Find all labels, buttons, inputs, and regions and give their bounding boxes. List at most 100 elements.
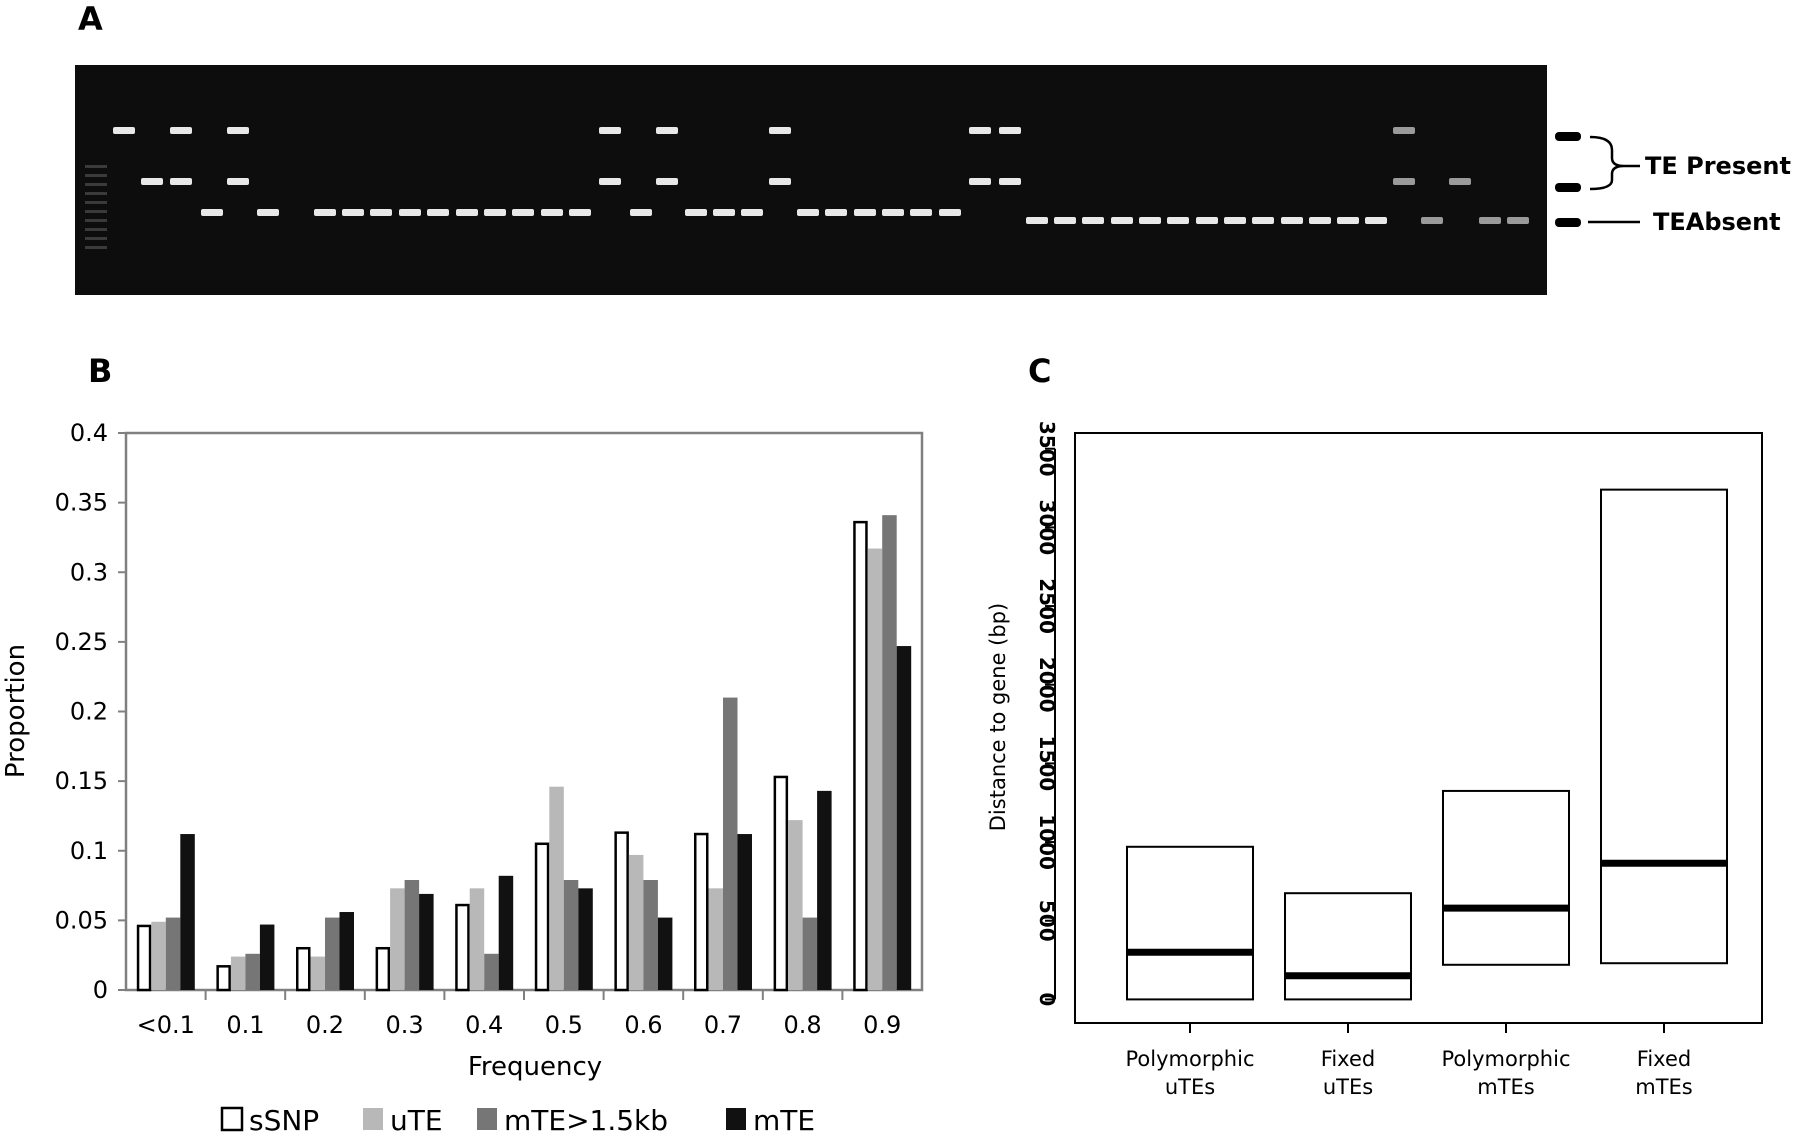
bar-ute-2 [310,956,325,990]
ladder-band [85,246,107,249]
bar-ssnp-7 [694,832,709,992]
y-tick-label-c: 0 [1035,992,1059,1006]
x-tick-label: <0.1 [137,1011,195,1039]
gel-band [1309,217,1331,224]
gel-band [1393,178,1415,185]
x-tick-label: 0.9 [863,1011,901,1039]
bar-mte-3 [419,893,434,990]
x-axis-c: Polymorphic uTEs Fixed uTEs Polymorphic mTEs F… [1126,1022,1693,1099]
gel-band [1224,217,1246,224]
legend-label: uTE [390,1104,443,1134]
bar-ute-3 [390,888,405,990]
bar-ute-7 [708,888,723,990]
y-tick-label-c: 1000 [1035,814,1059,870]
bar-ssnp-1 [216,965,231,992]
bar-mte-6 [657,917,673,990]
x-tick-label: 0.3 [386,1011,424,1039]
bar-mte-1-5kb-0 [165,917,181,990]
gel-band [484,209,506,216]
x-tick-label: 0.1 [226,1011,264,1039]
bar-ssnp-9 [853,520,868,992]
bar-mte-4 [498,875,514,990]
gel-band [1479,217,1501,224]
gel-band [1054,217,1076,224]
gel-band [656,178,678,185]
ladder-band [85,210,107,213]
gel-band [1421,217,1443,224]
legend-swatch [220,1106,244,1132]
gel-band [939,209,961,216]
legend: sSNP uTE mTE>1.5kb mTE [220,1104,815,1134]
gel-band [569,209,591,216]
y-tick-label-c: 2000 [1035,657,1059,713]
gel-band [399,209,421,216]
legend-swatch [477,1108,497,1130]
bar-ssnp-3 [375,946,391,992]
bar-ssnp-2 [296,946,311,992]
gel-band [599,178,621,185]
bar-ute-6 [628,854,644,990]
gel-band [1449,178,1471,185]
gel-band [170,178,192,185]
ladder-band [85,237,107,240]
y-tick-label: 0.2 [70,698,108,726]
ladder-band [85,228,107,231]
y-tick-label: 0.3 [70,558,108,586]
y-tick-label: 0.25 [55,628,108,656]
bar-ute-5 [549,786,564,990]
bar-ssnp-4 [455,903,470,992]
bar-mte-9 [896,646,912,990]
gel-band [314,209,336,216]
gel-band [227,127,249,134]
gel-band [1281,217,1303,224]
gel-band [713,209,735,216]
box-0 [1126,845,1254,1001]
y-axis-b: 0 0.05 0.1 0.15 0.2 0.25 0.3 0.35 0.4 [55,419,126,1004]
te-present-label: TE Present [1645,152,1791,180]
bar-mte-1-5kb-3 [404,879,420,990]
category-label-line1: Fixed [1637,1047,1691,1071]
gel-band [599,127,621,134]
bar-ute-9 [867,548,883,990]
x-tick-label: 0.8 [784,1011,822,1039]
ladder-band [85,183,107,186]
gel-band [999,178,1021,185]
bar-mte-8 [817,790,832,990]
bar-mte-1-5kb-5 [563,879,579,990]
gel-band [969,127,991,134]
bar-mte-1 [259,924,275,990]
bar-ssnp-5 [534,842,550,992]
bars [136,515,912,992]
category-label-line1: Fixed [1321,1047,1375,1071]
y-tick-label-c: 2500 [1035,578,1059,634]
gel-band [630,209,652,216]
panel-label-a: A [78,0,103,38]
y-axis-c: 0 500 1000 1500 2000 2500 3000 3500 [1035,421,1059,1006]
ladder-band [85,174,107,177]
legend-label: sSNP [249,1104,319,1134]
gel-band [882,209,904,216]
gel-bands [85,127,1529,249]
x-tick-label: 0.6 [624,1011,662,1039]
gel-band [1167,217,1189,224]
legend-swatch [363,1108,383,1130]
gel-band [1507,217,1529,224]
x-axis-title-b: Frequency [468,1052,602,1082]
gel-band [999,127,1021,134]
bar-mte-1-5kb-9 [882,515,897,990]
gel-band [1365,217,1387,224]
gel-band [1196,217,1218,224]
x-tick-label: 0.7 [704,1011,742,1039]
gel-band [797,209,819,216]
bar-mte-7 [737,834,752,990]
bar-chart: 0 0.05 0.1 0.15 0.2 0.25 0.3 0.35 0.4 <0.1 0.1 0.2… [1,419,924,1134]
gel-band [685,209,707,216]
gel-band [854,209,876,216]
gel-band [170,127,192,134]
y-tick-label: 0.35 [55,489,108,517]
y-tick-label: 0.4 [70,419,108,447]
box-2 [1442,789,1570,966]
gel-band [656,127,678,134]
category-label-line2: mTEs [1635,1075,1693,1099]
gel-panel: TE Present TEAbsent [75,65,1791,295]
